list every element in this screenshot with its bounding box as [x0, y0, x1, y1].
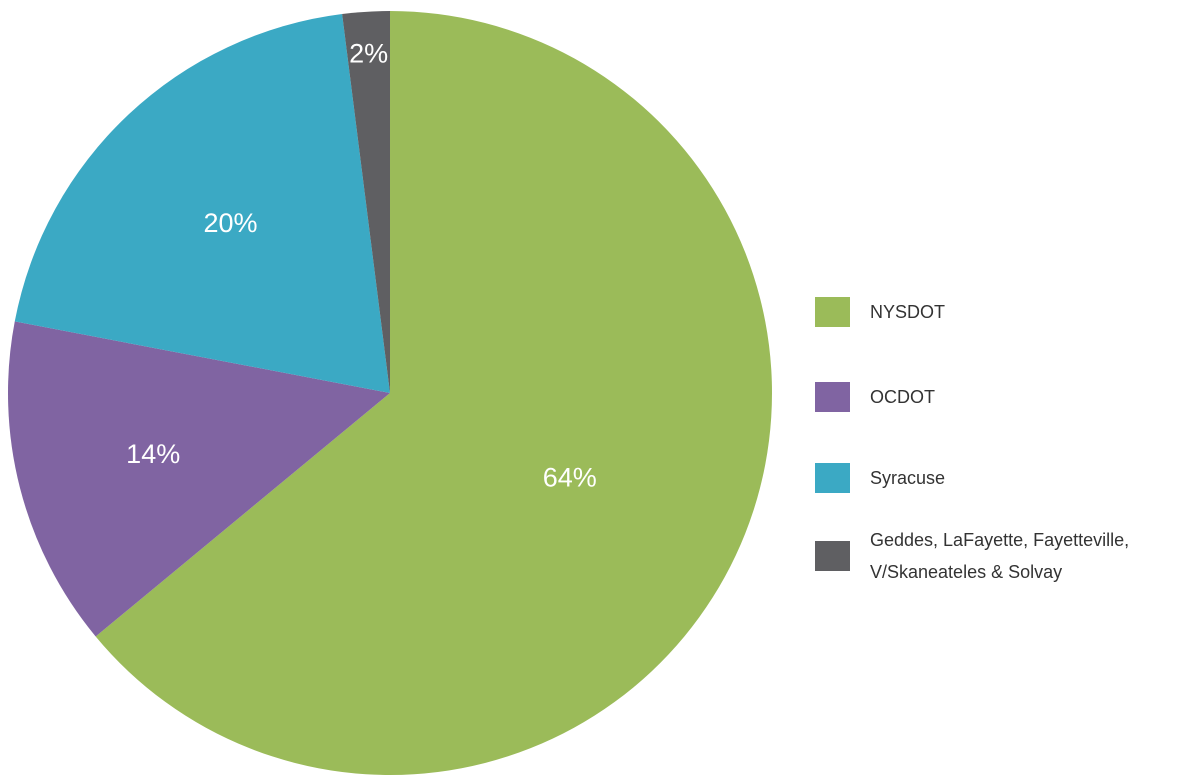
legend-label-syracuse: Syracuse [870, 468, 946, 488]
data-label-other-municipalities: 2% [349, 39, 388, 69]
legend-label-other-municipalities: Geddes, LaFayette, Fayetteville, V/Skane… [870, 530, 1130, 582]
pie-slice-syracuse [14, 14, 391, 394]
legend-swatch-syracuse [815, 463, 850, 493]
legend-swatch-nysdot [815, 297, 850, 327]
legend-label-ocdot: OCDOT [870, 387, 935, 407]
legend-label-nysdot: NYSDOT [870, 302, 946, 322]
legend-swatch-other-municipalities [815, 541, 850, 571]
legend-item-other-municipalities: Geddes, LaFayette, Fayetteville, V/Skane… [815, 524, 1129, 588]
data-label-ocdot: 14% [126, 439, 180, 469]
pie-plot-area: 64% 14% 20% 2% [8, 11, 772, 775]
data-label-nysdot: 64% [543, 463, 597, 493]
legend-item-ocdot: OCDOT [815, 381, 935, 413]
pie-slice-other-municipalities [342, 11, 390, 393]
pie-slice-nysdot [95, 11, 772, 775]
legend-item-nysdot: NYSDOT [815, 296, 945, 328]
data-label-syracuse: 20% [203, 208, 257, 238]
legend-swatch-ocdot [815, 382, 850, 412]
pie-slice-ocdot [8, 321, 390, 637]
legend-item-syracuse: Syracuse [815, 462, 945, 494]
